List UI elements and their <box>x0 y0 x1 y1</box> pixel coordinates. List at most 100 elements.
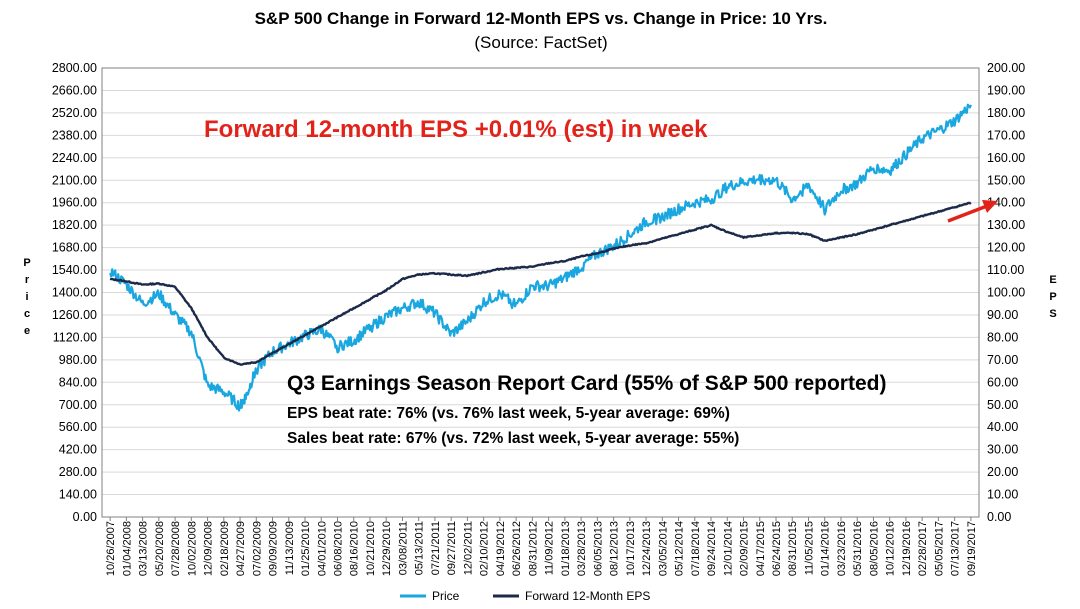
x-tick-label: 10/17/2013 <box>625 521 637 576</box>
eps-beat-rate: EPS beat rate: 76% (vs. 76% last week, 5… <box>287 405 730 422</box>
x-tick-label: 02/18/2009 <box>219 521 231 576</box>
x-tick-label: 06/05/2013 <box>592 521 604 576</box>
x-tick-label: 07/02/2009 <box>251 521 263 576</box>
left-axis-label: Price <box>23 257 30 337</box>
x-tick-label: 11/05/2015 <box>803 521 815 575</box>
left-axis-ticks: 0.00 140.00 280.00 420.00 560.00 700.00 840.00… <box>52 61 97 524</box>
x-tick-label: 12/29/2010 <box>381 521 393 576</box>
x-tick-label: 08/05/2016 <box>868 521 880 576</box>
right-tick-label: 130.00 <box>987 218 1025 232</box>
right-tick-label: 140.00 <box>987 196 1025 210</box>
series-line-price <box>109 103 972 412</box>
x-tick-label: 05/31/2016 <box>852 521 864 576</box>
x-tick-label: 11/09/2012 <box>544 521 556 575</box>
x-tick-label: 01/18/2013 <box>560 521 572 576</box>
axis-label-letter: r <box>25 274 30 286</box>
x-tick-label: 05/13/2011 <box>414 521 426 575</box>
legend: Price Forward 12-Month EPS <box>400 589 650 603</box>
grid-lines <box>102 67 979 518</box>
right-tick-label: 30.00 <box>987 443 1018 457</box>
x-tick-label: 05/05/2017 <box>933 521 945 576</box>
x-tick-label: 02/09/2015 <box>739 521 751 576</box>
left-tick-label: 2240.00 <box>52 151 97 165</box>
right-axis-label: EPS <box>1049 274 1056 320</box>
x-tick-label: 07/18/2014 <box>690 521 702 576</box>
axis-label-letter: S <box>1049 308 1056 320</box>
x-tick-label: 04/17/2015 <box>755 521 767 576</box>
legend-label-eps: Forward 12-Month EPS <box>525 589 650 603</box>
left-tick-label: 1960.00 <box>52 196 97 210</box>
x-tick-label: 08/16/2010 <box>349 521 361 576</box>
x-tick-label: 03/23/2016 <box>836 521 848 576</box>
x-tick-label: 05/12/2014 <box>674 521 686 576</box>
left-tick-label: 1680.00 <box>52 241 97 255</box>
report-card-title: Q3 Earnings Season Report Card (55% of S… <box>287 372 886 395</box>
x-tick-label: 04/27/2009 <box>235 521 247 576</box>
right-tick-label: 70.00 <box>987 353 1018 367</box>
x-tick-label: 02/28/2017 <box>917 521 929 576</box>
chart-title: S&P 500 Change in Forward 12-Month EPS v… <box>255 9 828 28</box>
left-tick-label: 980.00 <box>59 353 97 367</box>
x-tick-label: 01/14/2016 <box>820 521 832 576</box>
axis-label-letter: i <box>25 291 28 303</box>
x-tick-label: 01/25/2010 <box>300 521 312 576</box>
x-tick-label: 08/31/2015 <box>787 521 799 576</box>
left-tick-label: 140.00 <box>59 488 97 502</box>
right-tick-label: 190.00 <box>987 83 1025 97</box>
right-tick-label: 100.00 <box>987 286 1025 300</box>
axis-label-letter: c <box>24 308 30 320</box>
axis-label-letter: E <box>1049 274 1056 286</box>
x-tick-label: 07/13/2017 <box>950 521 962 576</box>
right-tick-label: 200.00 <box>987 61 1025 75</box>
x-tick-label: 04/01/2010 <box>316 521 328 576</box>
x-tick-label: 11/13/2009 <box>284 521 296 575</box>
x-tick-label: 12/19/2016 <box>901 521 913 576</box>
left-tick-label: 2520.00 <box>52 106 97 120</box>
x-tick-label: 08/12/2013 <box>609 521 621 576</box>
axis-label-letter: e <box>24 325 30 337</box>
x-tick-label: 12/01/2014 <box>722 521 734 576</box>
left-tick-label: 560.00 <box>59 420 97 434</box>
right-tick-label: 90.00 <box>987 308 1018 322</box>
x-tick-label: 10/21/2010 <box>365 521 377 576</box>
right-tick-label: 60.00 <box>987 375 1018 389</box>
left-tick-label: 1820.00 <box>52 218 97 232</box>
x-tick-label: 03/08/2011 <box>397 521 409 575</box>
x-tick-label: 08/31/2012 <box>527 521 539 576</box>
x-tick-label: 03/05/2014 <box>657 521 669 576</box>
right-tick-label: 80.00 <box>987 330 1018 344</box>
x-tick-label: 09/09/2009 <box>268 521 280 576</box>
sales-beat-rate: Sales beat rate: 67% (vs. 72% last week,… <box>287 430 739 447</box>
x-tick-label: 12/02/2011 <box>462 521 474 575</box>
x-tick-label: 07/28/2008 <box>170 521 182 576</box>
right-tick-label: 40.00 <box>987 420 1018 434</box>
red-arrow <box>947 200 998 223</box>
left-tick-label: 1400.00 <box>52 286 97 300</box>
x-tick-label: 09/27/2011 <box>446 521 458 575</box>
axis-label-letter: P <box>23 257 30 269</box>
right-tick-label: 180.00 <box>987 106 1025 120</box>
left-tick-label: 280.00 <box>59 465 97 479</box>
right-tick-label: 20.00 <box>987 465 1018 479</box>
x-tick-label: 09/19/2017 <box>966 521 978 576</box>
right-tick-label: 170.00 <box>987 128 1025 142</box>
x-tick-label: 03/13/2008 <box>138 521 150 576</box>
left-tick-label: 1120.00 <box>53 330 97 344</box>
x-axis-ticks: 10/26/2007 01/04/2008 03/13/2008 05/20/2008… <box>105 517 978 576</box>
legend-label-price: Price <box>432 589 460 603</box>
left-tick-label: 1260.00 <box>52 308 97 322</box>
left-tick-label: 700.00 <box>59 398 97 412</box>
x-tick-label: 02/10/2012 <box>479 521 491 576</box>
left-tick-label: 420.00 <box>59 443 97 457</box>
right-tick-label: 120.00 <box>987 241 1025 255</box>
left-tick-label: 1540.00 <box>52 263 97 277</box>
x-tick-label: 10/26/2007 <box>105 521 117 576</box>
right-tick-label: 110.00 <box>987 263 1024 277</box>
x-tick-label: 06/24/2015 <box>771 521 783 576</box>
left-tick-label: 2800.00 <box>52 61 97 75</box>
left-tick-label: 0.00 <box>73 510 97 524</box>
plot-area-frame <box>101 67 980 518</box>
x-tick-label: 01/04/2008 <box>121 521 133 576</box>
left-tick-label: 840.00 <box>59 375 97 389</box>
